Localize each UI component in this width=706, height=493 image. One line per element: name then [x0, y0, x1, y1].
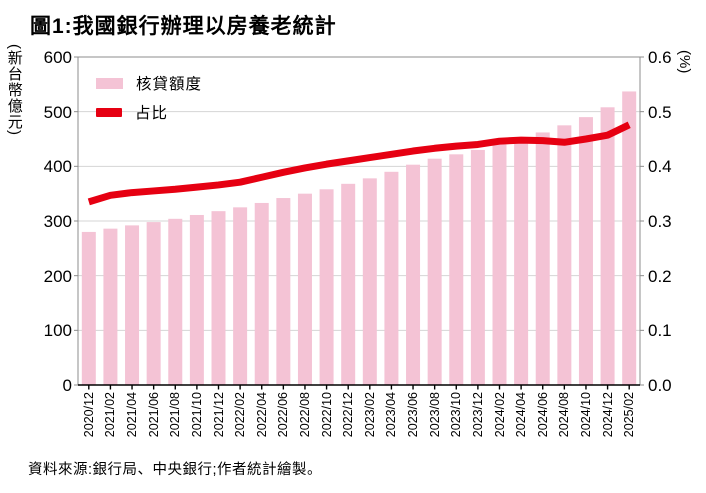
- bar: [578, 117, 593, 385]
- left-axis-tick-label: 500: [43, 102, 72, 122]
- left-axis-tick-label: 0: [62, 376, 72, 395]
- bar: [276, 198, 291, 385]
- chart-title: 圖1:我國銀行辦理以房養老統計: [30, 15, 337, 38]
- bar: [211, 211, 226, 385]
- left-axis-tick-label: 100: [43, 321, 72, 341]
- x-axis-tick-label: 2024/08: [557, 392, 572, 438]
- x-axis-tick-label: 2022/10: [319, 392, 334, 438]
- x-axis-tick-label: 2021/12: [211, 392, 226, 438]
- x-axis-tick-label: 2021/10: [189, 392, 204, 438]
- ratio-line: [87, 121, 631, 206]
- left-axis-tick-label: 200: [43, 266, 72, 286]
- legend-line-label: 占比: [135, 105, 169, 122]
- x-axis-tick-label: 2023/08: [427, 392, 442, 438]
- bar: [557, 125, 572, 385]
- right-axis-tick-label: 0.5: [648, 102, 672, 122]
- bar: [254, 202, 269, 385]
- x-axis-tick-label: 2024/06: [535, 392, 550, 438]
- right-axis-tick-label: 0.2: [648, 266, 672, 286]
- source-note: 資料來源:銀行局、中央銀行;作者統計繪製。: [28, 462, 323, 478]
- x-axis-tick-label: 2024/10: [578, 392, 593, 438]
- right-axis-tick-label: 0.3: [648, 212, 672, 231]
- bar: [470, 149, 485, 385]
- bar: [514, 139, 529, 385]
- x-axis-tick-label: 2022/08: [297, 392, 312, 438]
- left-axis-tick-label: 400: [43, 157, 72, 177]
- bar: [103, 228, 118, 385]
- legend-item-bar: 核貸額度: [96, 72, 202, 94]
- bar: [189, 214, 204, 385]
- x-axis-tick-label: 2020/12: [81, 392, 96, 438]
- x-axis-tick-label: 2024/04: [514, 392, 529, 438]
- x-axis-tick-label: 2023/06: [406, 392, 421, 438]
- x-axis-tick-label: 2023/12: [470, 392, 485, 438]
- x-axis-tick-label: 2023/10: [449, 392, 464, 438]
- bar: [297, 193, 312, 385]
- legend-bar-label: 核貸額度: [136, 76, 203, 93]
- right-axis-tick-label: 0.4: [648, 157, 672, 177]
- chart-legend: 核貸額度 占比: [96, 72, 202, 123]
- x-axis-tick-label: 2022/12: [341, 392, 356, 438]
- bar: [125, 225, 140, 385]
- x-axis-tick-label: 2022/04: [254, 392, 269, 438]
- x-axis-tick-label: 2025/02: [622, 392, 637, 438]
- bar: [406, 164, 421, 385]
- legend-item-line: 占比: [96, 101, 202, 123]
- bar: [362, 178, 377, 385]
- bar: [492, 144, 507, 385]
- bar: [449, 154, 464, 385]
- bar: [319, 189, 334, 385]
- bar: [600, 107, 615, 385]
- x-axis-tick-label: 2024/12: [600, 392, 615, 438]
- right-axis-tick-label: 0.0: [648, 376, 672, 395]
- x-axis-tick-label: 2023/04: [384, 392, 399, 438]
- x-axis-tick-label: 2021/04: [125, 392, 140, 438]
- x-axis-tick-label: 2022/06: [276, 392, 291, 438]
- bar: [81, 231, 96, 385]
- line-series-swatch: [96, 107, 122, 117]
- bar: [384, 171, 399, 385]
- bar: [146, 222, 161, 385]
- bar: [233, 207, 248, 385]
- x-axis-tick-label: 2021/06: [146, 392, 161, 438]
- left-axis-tick-label: 300: [43, 212, 72, 231]
- x-axis-tick-label: 2022/02: [233, 392, 248, 438]
- bar-series-swatch: [96, 77, 123, 89]
- bar: [535, 132, 550, 385]
- x-axis-tick-label: 2023/02: [362, 392, 377, 438]
- x-axis-tick-label: 2021/02: [103, 392, 118, 438]
- right-axis-tick-label: 0.6: [648, 48, 672, 67]
- right-axis-tick-label: 0.1: [648, 321, 672, 341]
- bar: [168, 218, 183, 385]
- x-axis-tick-label: 2024/02: [492, 392, 507, 438]
- bar: [341, 183, 356, 385]
- left-axis-unit-label: (新台幣億元): [5, 44, 23, 136]
- left-axis-tick-label: 600: [43, 48, 72, 67]
- bar: [427, 158, 442, 385]
- x-axis-tick-label: 2021/08: [168, 392, 183, 438]
- right-axis-unit-label: (%): [676, 50, 693, 74]
- bar: [622, 91, 637, 385]
